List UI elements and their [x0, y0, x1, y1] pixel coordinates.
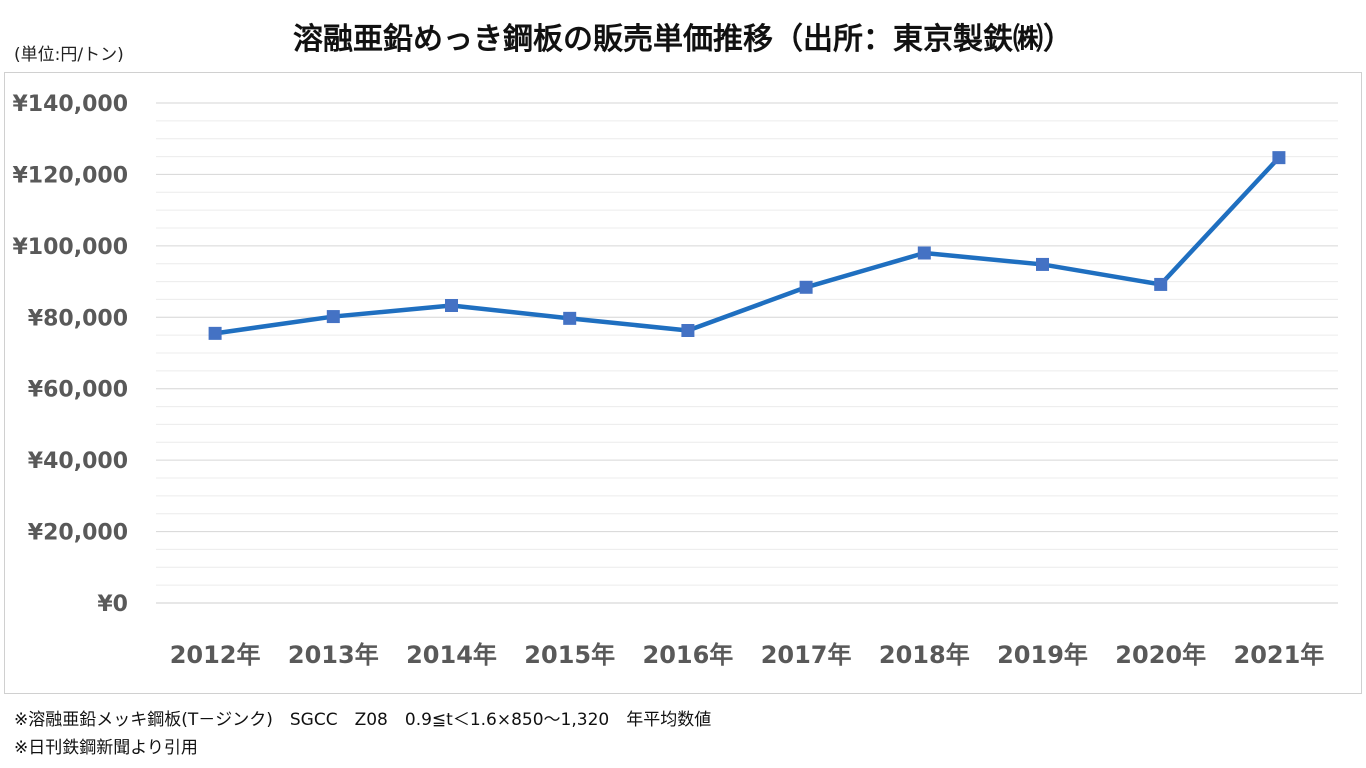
x-tick-label: 2015年	[524, 641, 615, 669]
series-line	[212, 155, 1282, 336]
footnote-source: ※日刊鉄鋼新聞より引用	[14, 738, 198, 758]
data-point	[445, 299, 458, 312]
footnote-spec: ※溶融亜鉛メッキ鋼板(T－ジンク) SGCC Z08 0.9≦t＜1.6×850…	[14, 710, 712, 730]
chart-frame	[4, 72, 1362, 694]
y-tick-label: ¥20,000	[28, 521, 128, 546]
data-point	[1272, 151, 1286, 165]
x-tick-label: 2012年	[170, 641, 261, 669]
data-point	[799, 280, 813, 294]
x-tick-label: 2018年	[879, 641, 970, 669]
data-point	[326, 310, 340, 324]
y-tick-label: ¥100,000	[12, 235, 128, 260]
data-point	[563, 311, 577, 325]
x-tick-label: 2013年	[288, 641, 379, 669]
x-tick-label: 2019年	[997, 641, 1088, 669]
x-tick-label: 2017年	[761, 641, 852, 669]
data-point	[208, 326, 222, 340]
chart-title: 溶融亜鉛めっき鋼板の販売単価推移（出所：東京製鉄㈱）	[293, 22, 1073, 57]
x-tick-label: 2020年	[1115, 641, 1206, 669]
data-point	[917, 246, 931, 260]
x-tick-label: 2021年	[1234, 641, 1325, 669]
line-chart: ¥0 ¥20,000 ¥40,000 ¥60,000 ¥80,000 ¥100,000 ¥1…	[12, 92, 1338, 669]
data-point	[1154, 277, 1168, 291]
y-tick-label: ¥60,000	[28, 378, 128, 403]
unit-label: (単位:円/トン)	[14, 45, 124, 65]
data-point	[681, 324, 695, 337]
y-tick-label: ¥120,000	[12, 163, 128, 188]
footnotes: ※溶融亜鉛メッキ鋼板(T－ジンク) SGCC Z08 0.9≦t＜1.6×850…	[14, 706, 711, 762]
data-point	[1036, 257, 1049, 271]
y-tick-label: ¥80,000	[28, 306, 128, 331]
y-tick-label: ¥0	[97, 592, 128, 617]
x-tick-label: 2016年	[643, 641, 734, 669]
y-tick-label: ¥140,000	[12, 92, 128, 117]
x-tick-label: 2014年	[406, 641, 497, 669]
y-tick-label: ¥40,000	[28, 449, 128, 474]
